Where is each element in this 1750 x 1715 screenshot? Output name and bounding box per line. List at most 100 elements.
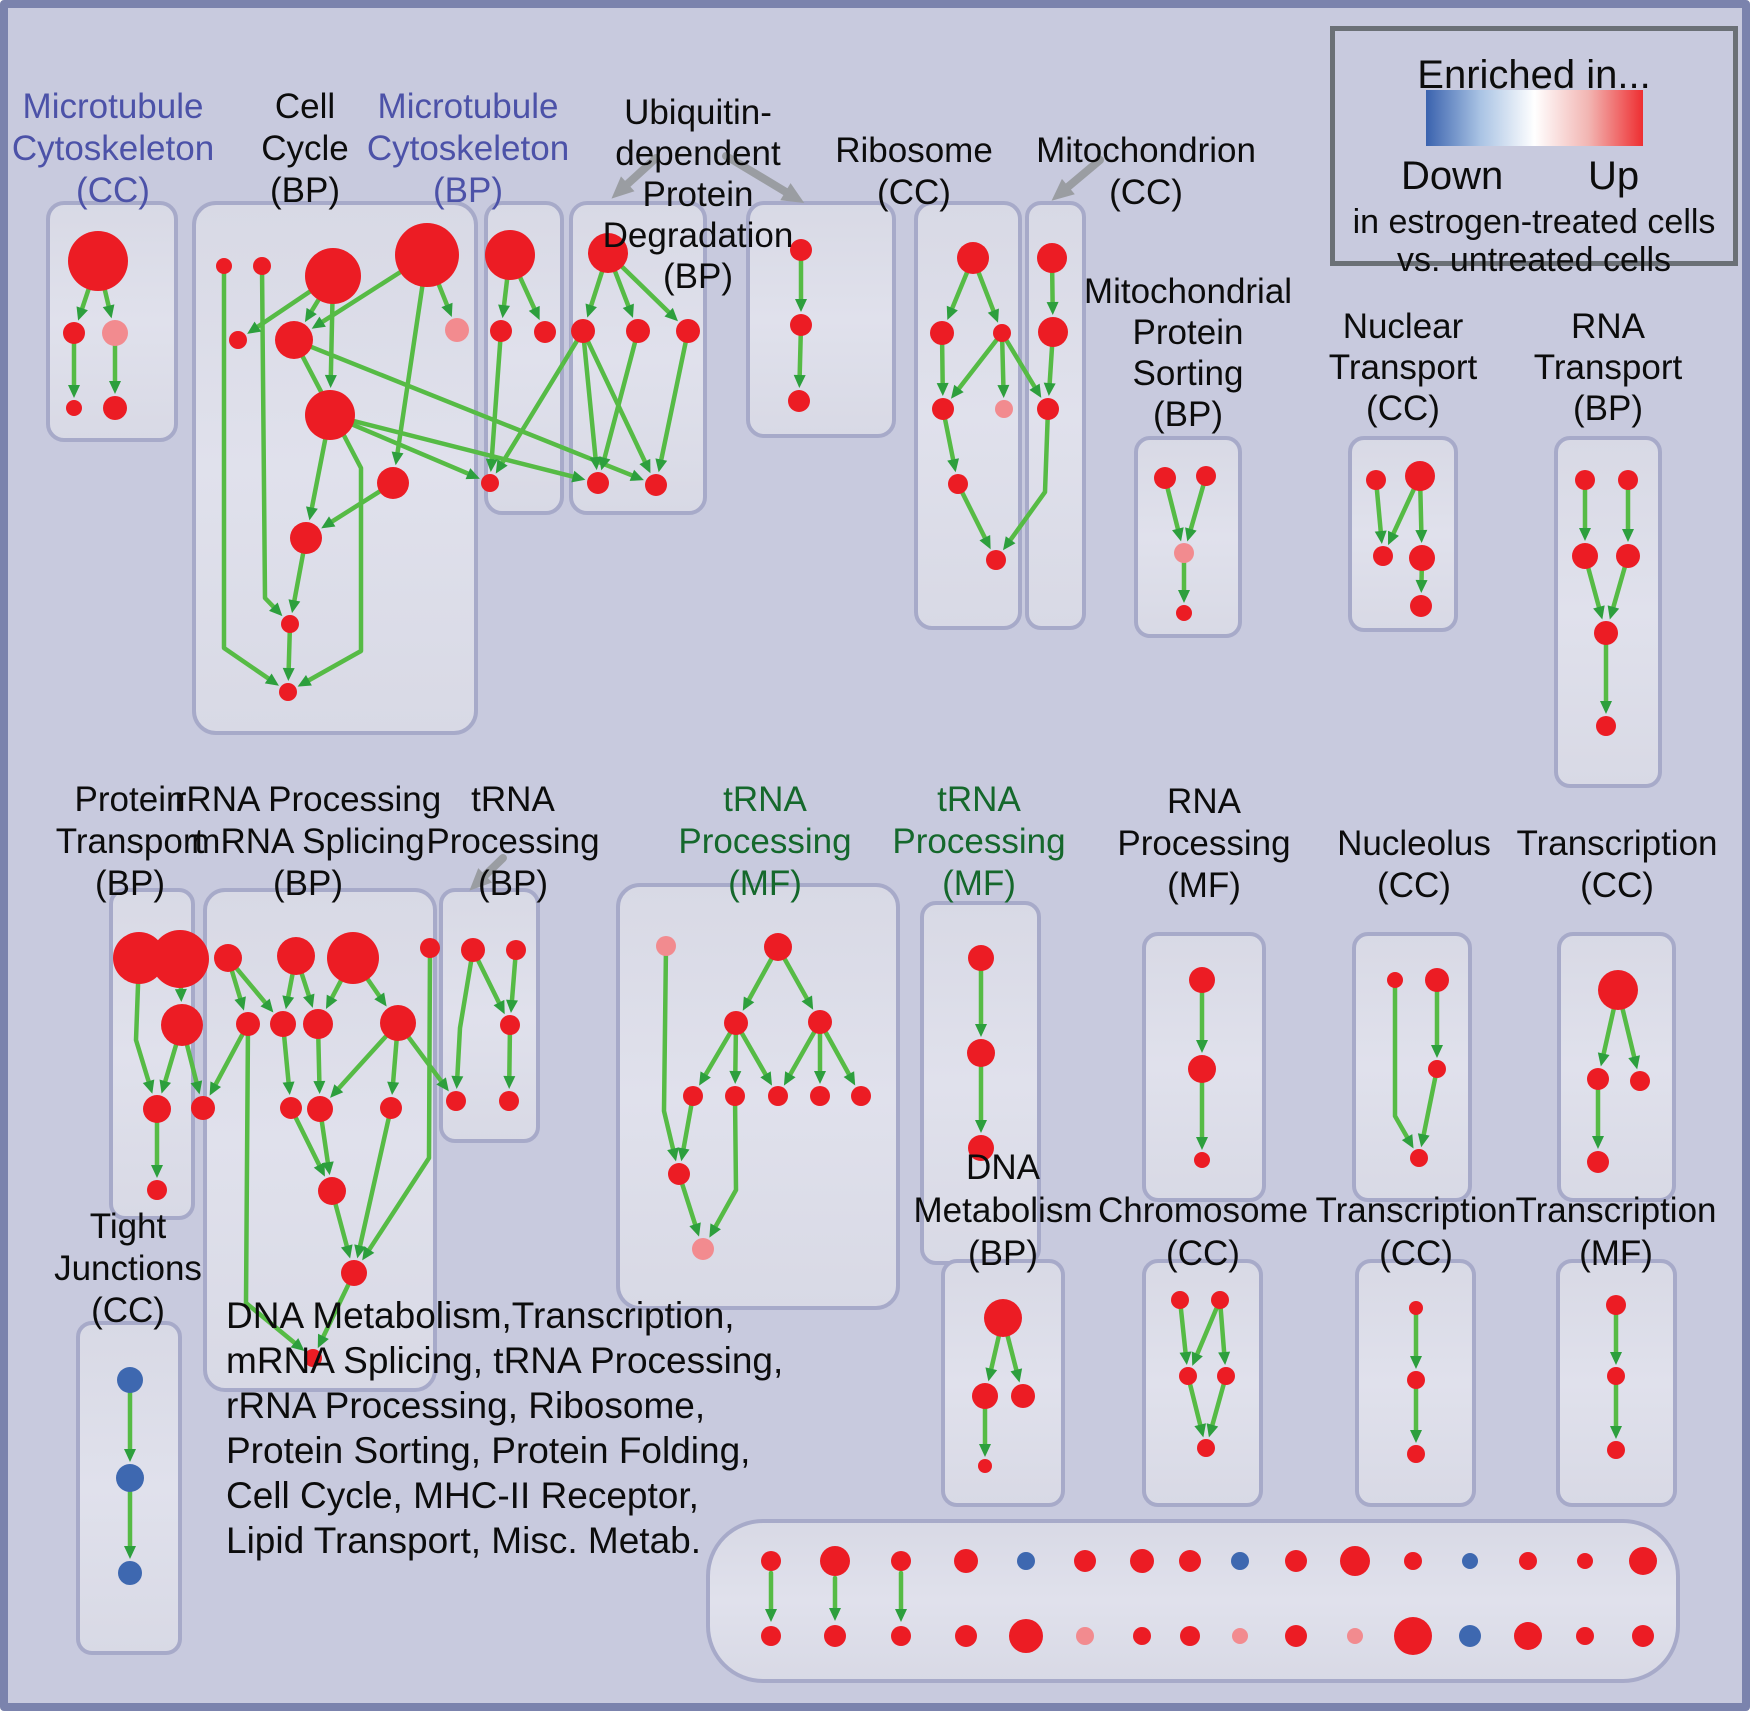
band-bottom-dot [1076,1627,1094,1645]
go-term-node [147,1180,167,1200]
go-term-node [1616,544,1640,568]
edge-line [1005,1334,1019,1373]
edge-line [659,340,688,462]
edge-arrowhead [1196,1137,1208,1150]
go-term-node [485,230,535,280]
go-term-node [1037,398,1059,420]
edge-line [481,854,507,880]
legend-up-label: Up [1588,154,1640,198]
cluster-label: Tight Junctions (CC) [54,1207,202,1330]
go-term-node [968,945,994,971]
edge-line [286,972,295,999]
edge-line [309,297,321,314]
go-term-node [307,1096,333,1122]
edge-arrowhead [387,1081,400,1096]
edge-arrowhead [506,999,518,1014]
go-term-node [1174,543,1194,563]
go-term-node [1598,970,1638,1010]
go-term-node [1594,621,1618,645]
edge-line [329,978,344,1000]
edge-line [316,1036,322,1084]
go-term-node [676,319,700,343]
edge-line [739,1031,768,1077]
go-term-node [534,321,556,343]
cluster-box [203,888,437,1392]
band-bottom-dot [761,1626,781,1646]
edge-line [365,977,382,999]
band-bottom-dot [1133,1627,1151,1645]
edge-arrowhead [795,299,807,312]
edge-arrowhead [264,673,279,686]
go-term-node [304,1349,322,1367]
go-term-node [118,1561,142,1585]
edge-line [960,490,988,540]
edge-arrowhead [1194,1423,1206,1438]
go-term-node [1410,595,1432,617]
edge-line [1620,1007,1637,1059]
go-term-node [788,390,810,412]
edge-line [163,1042,179,1084]
go-term-node [1154,467,1176,489]
go-term-node [1425,968,1449,992]
edge-arrowhead [282,1081,295,1096]
edge-line [455,959,474,1079]
band-top-dot [1462,1553,1478,1569]
go-term-node [1197,1439,1215,1457]
band-bottom-dot [1576,1627,1594,1645]
edge-arrowhead [979,1444,991,1457]
cluster-box [1557,932,1676,1202]
cluster-label: RNA Transport (BP) [1533,307,1683,428]
edge-arrowhead [317,1333,329,1349]
color-legend: Enriched in... Down Up in estrogen-treat… [1330,26,1738,279]
band-bottom-dot [891,1626,911,1646]
go-term-node [851,1086,871,1106]
edge-line [1165,486,1181,532]
edge-arrowhead [109,381,121,394]
go-term-node [808,1010,832,1034]
go-term-node [1572,543,1598,569]
go-term-node [68,231,128,291]
edge-arrowhead [1010,1368,1023,1383]
go-term-node [1179,1367,1197,1385]
edge-line [299,971,312,998]
go-term-node [446,1091,466,1111]
edge-line [395,284,425,455]
go-term-node [490,320,512,342]
go-term-node [117,1367,143,1393]
go-term-node [995,400,1013,418]
edge-line [406,1035,444,1084]
edge-arrowhead [1218,1351,1231,1366]
edge-arrowhead [985,1367,998,1382]
edge-line [367,955,433,1252]
edge-arrowhead [843,1071,856,1086]
edge-line [255,289,313,329]
cluster-label: Nucleolus (CC) [1337,824,1491,905]
edge-arrowhead [1051,178,1075,201]
go-term-node [1407,1445,1425,1463]
edge-line [1391,487,1416,536]
go-term-node [1011,1384,1035,1408]
edge-arrowhead [321,516,336,529]
edge-line [623,154,660,188]
edge-arrowhead [689,1222,701,1237]
edge-arrowhead [340,1244,353,1259]
edge-line [476,958,502,1005]
go-term-node [290,522,322,554]
edge-line [1004,338,1037,390]
cluster-label: Mitochondrion (CC) [1036,131,1256,212]
go-term-node [113,932,165,984]
cluster-label: Ubiquitin-dependent Protein Degradation (BP… [602,93,794,296]
go-term-node [968,1135,994,1161]
edge-arrowhead [664,307,678,322]
go-term-node [645,474,667,496]
band-top-dot [1285,1550,1307,1572]
edge-arrows [68,258,1640,1559]
go-term-node [214,944,242,972]
cluster-box [1554,436,1662,788]
edge-line [292,551,306,603]
edge-line [234,966,268,1005]
edge-arrowhead [324,374,337,389]
go-term-node [692,1238,714,1260]
edge-arrowhead [629,469,644,481]
